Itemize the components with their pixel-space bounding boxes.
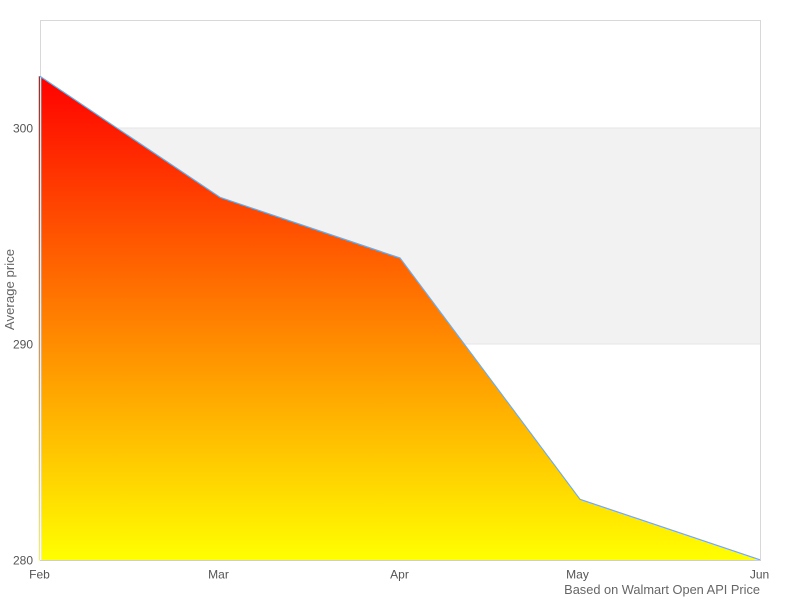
svg-text:Average price: Average price xyxy=(2,249,17,330)
svg-text:Feb: Feb xyxy=(29,568,50,582)
svg-text:290: 290 xyxy=(13,337,33,351)
svg-text:Jun: Jun xyxy=(750,568,769,582)
svg-text:Apr: Apr xyxy=(390,568,409,582)
svg-text:Based on Walmart Open API Pric: Based on Walmart Open API Price xyxy=(564,582,760,597)
svg-text:300: 300 xyxy=(13,121,33,135)
svg-text:280: 280 xyxy=(13,553,33,567)
svg-text:Mar: Mar xyxy=(208,568,229,582)
svg-text:May: May xyxy=(566,568,589,582)
